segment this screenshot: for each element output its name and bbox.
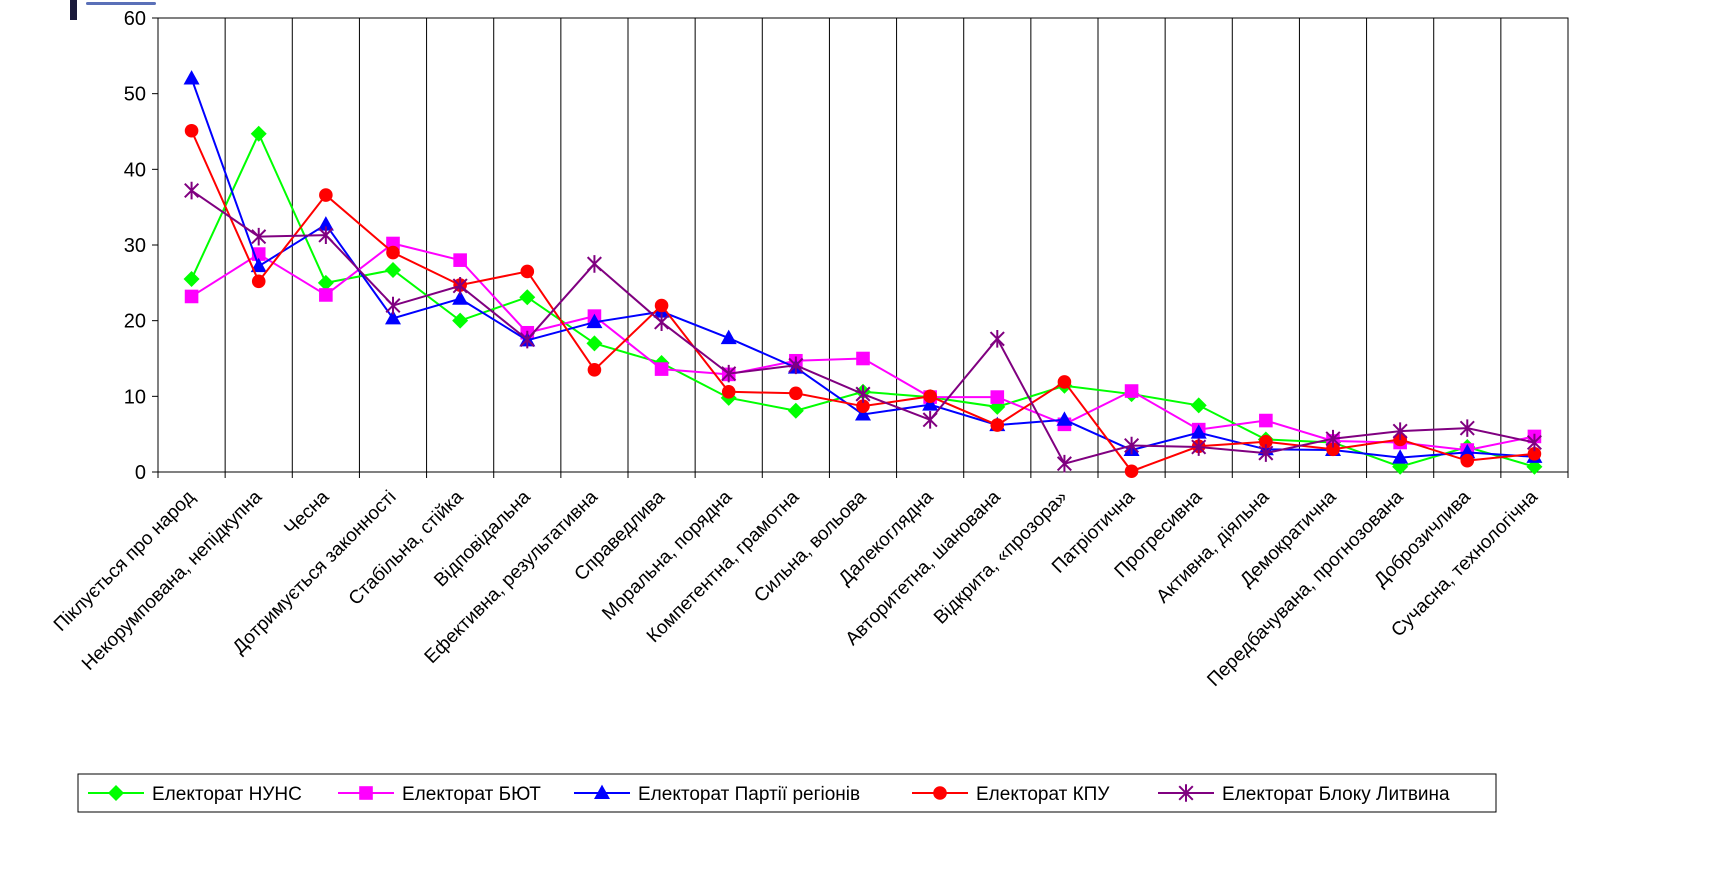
- decorative-bar: [70, 0, 77, 20]
- data-point: [990, 390, 1005, 404]
- data-point: [317, 216, 334, 231]
- data-point: [1190, 424, 1207, 439]
- data-point: [1178, 784, 1194, 802]
- data-point: [788, 356, 804, 375]
- data-point: [922, 396, 939, 411]
- data-point: [933, 786, 947, 800]
- decorative-line: [86, 2, 156, 5]
- data-point: [922, 410, 938, 429]
- y-tick-label: 10: [124, 386, 146, 408]
- data-point: [586, 255, 602, 273]
- data-point: [319, 288, 333, 302]
- data-point: [654, 298, 669, 313]
- data-point: [386, 245, 400, 260]
- data-point: [250, 257, 267, 273]
- data-point: [855, 385, 871, 403]
- data-point: [1124, 436, 1140, 455]
- data-point: [184, 289, 199, 304]
- data-point: [1056, 454, 1072, 473]
- data-point: [1392, 449, 1409, 464]
- data-point: [385, 309, 401, 325]
- data-point: [923, 389, 937, 404]
- data-point: [1258, 444, 1274, 462]
- data-point: [452, 277, 468, 295]
- data-point: [520, 264, 535, 279]
- data-point: [1459, 419, 1475, 437]
- series: [184, 181, 1542, 473]
- data-point: [856, 399, 870, 413]
- x-tick-label: Стабільна, стійка: [345, 486, 468, 609]
- data-point: [1190, 397, 1207, 414]
- data-point: [317, 274, 334, 291]
- data-point: [385, 261, 401, 278]
- data-point: [1056, 411, 1073, 426]
- data-point: [1191, 438, 1207, 456]
- data-point: [359, 786, 373, 800]
- data-point: [654, 313, 670, 331]
- data-point: [1259, 434, 1273, 449]
- series: [184, 123, 1542, 479]
- data-point: [385, 296, 401, 315]
- data-point: [318, 226, 334, 244]
- data-point: [654, 362, 669, 376]
- data-point: [789, 386, 803, 401]
- y-tick-label: 50: [124, 84, 146, 106]
- x-tick-label: Чесна: [281, 486, 334, 539]
- data-point: [856, 351, 870, 366]
- data-point: [453, 253, 467, 267]
- data-point: [990, 418, 1005, 432]
- legend-label: Електорат КПУ: [976, 784, 1110, 805]
- x-tick-label: Моральна, порядна: [598, 486, 736, 624]
- data-point: [1459, 443, 1476, 459]
- legend: [77, 773, 1497, 813]
- data-point: [721, 364, 737, 383]
- data-point: [1259, 413, 1273, 428]
- y-tick-label: 40: [124, 159, 146, 181]
- y-tick-label: 0: [135, 462, 146, 484]
- y-tick-label: 20: [124, 311, 146, 333]
- data-point: [587, 363, 602, 377]
- data-point: [1527, 447, 1542, 461]
- data-point: [594, 784, 610, 799]
- legend-label: Електорат НУНС: [152, 784, 302, 805]
- data-point: [251, 274, 266, 289]
- data-point: [1526, 433, 1542, 452]
- data-point: [184, 123, 199, 138]
- legend-label: Електорат Партії регіонів: [638, 784, 860, 805]
- data-point: [1124, 384, 1139, 398]
- data-point: [721, 384, 736, 399]
- data-point: [586, 313, 603, 329]
- data-point: [250, 125, 267, 142]
- x-tick-label: Відкрита, «прозора»: [930, 487, 1072, 629]
- data-point: [1326, 442, 1340, 457]
- data-point: [855, 406, 871, 421]
- x-tick-label: Активна, діяльна: [1153, 486, 1274, 607]
- data-point: [720, 329, 737, 345]
- data-point: [989, 330, 1005, 348]
- data-point: [519, 289, 536, 306]
- data-point: [1325, 429, 1341, 448]
- data-point: [319, 188, 333, 202]
- data-point: [452, 290, 469, 305]
- data-point: [1460, 453, 1475, 468]
- data-point: [586, 335, 603, 352]
- data-point: [183, 271, 200, 288]
- data-point: [1392, 422, 1408, 440]
- legend-label: Електорат Блоку Литвина: [1222, 784, 1450, 805]
- data-point: [452, 312, 469, 329]
- data-point: [1057, 375, 1072, 389]
- data-point: [184, 181, 200, 200]
- x-tick-label: Сильна, вольова: [750, 486, 870, 606]
- data-point: [519, 330, 535, 349]
- data-point: [251, 227, 267, 246]
- data-point: [1124, 464, 1139, 479]
- data-point: [787, 402, 804, 419]
- y-tick-label: 60: [124, 8, 146, 30]
- data-point: [183, 70, 200, 85]
- y-tick-label: 30: [124, 235, 146, 257]
- data-point: [108, 785, 124, 801]
- legend-label: Електорат БЮТ: [402, 784, 541, 805]
